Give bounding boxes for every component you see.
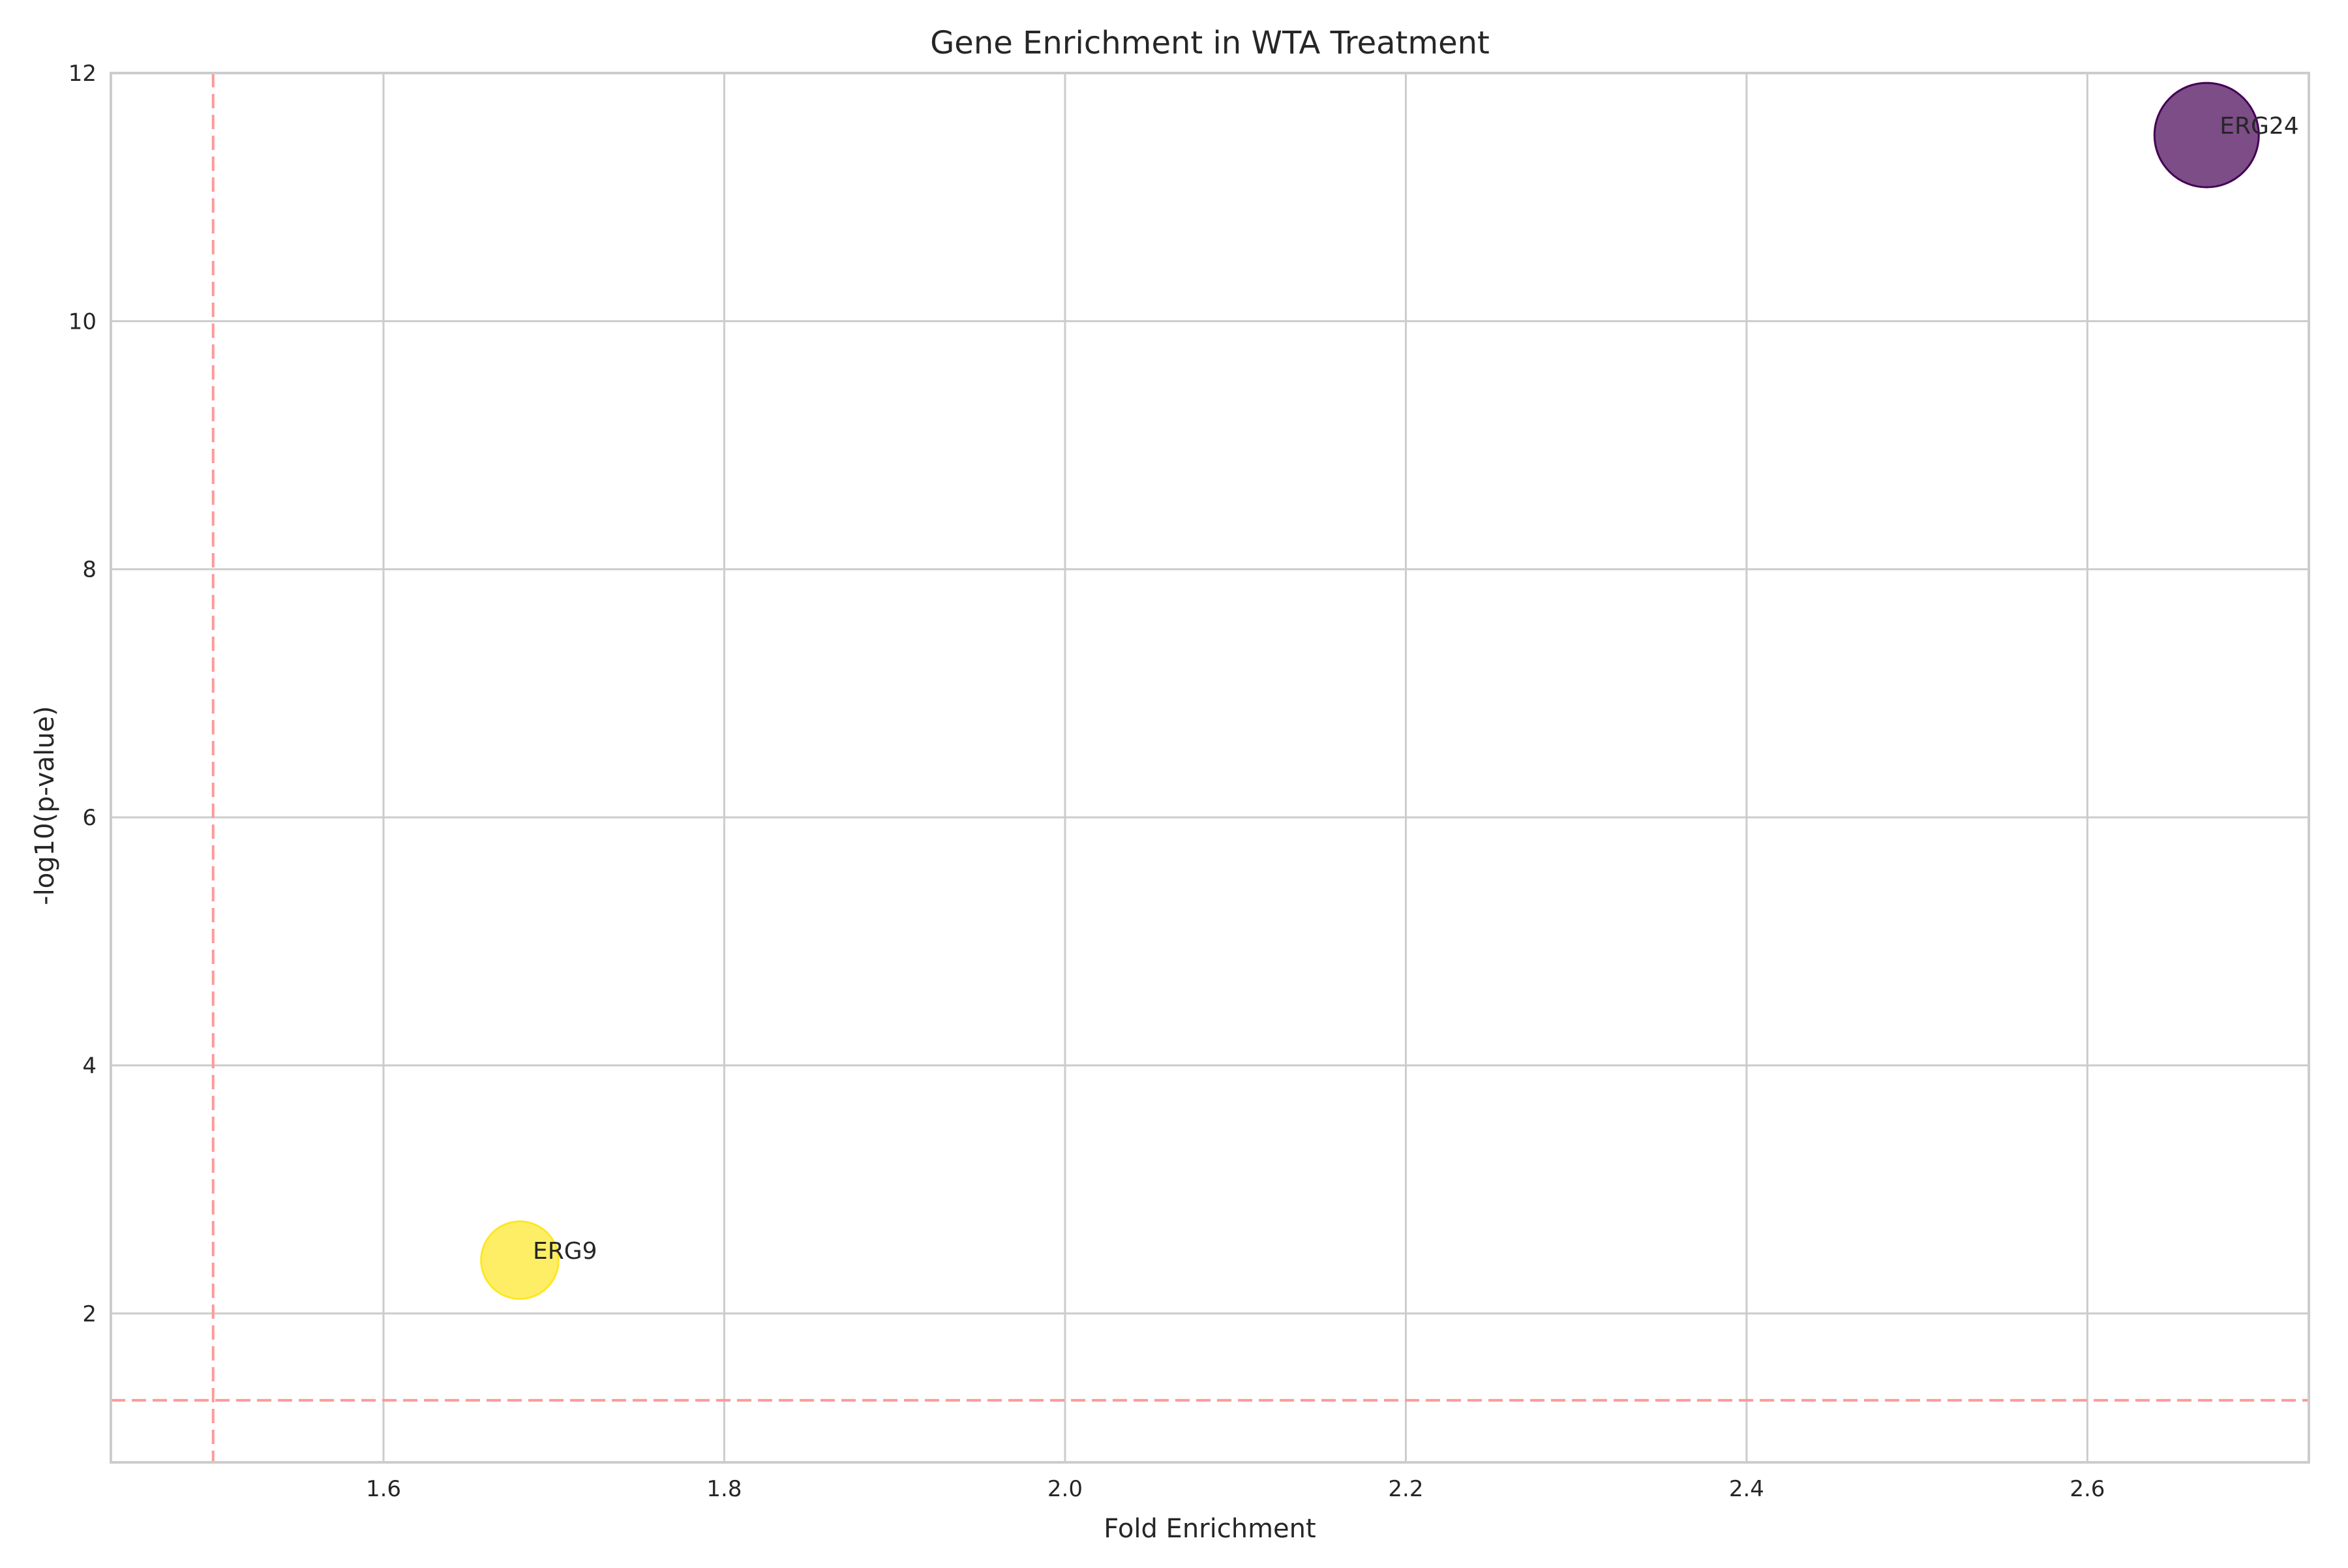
point-label: ERG24 — [2220, 113, 2298, 140]
x-axis-label: Fold Enrichment — [1104, 1514, 1316, 1544]
x-axis-ticks: 1.6 1.8 2.0 2.2 2.4 2.6 — [366, 1476, 2105, 1502]
y-axis-label: -log10(p-value) — [30, 706, 60, 905]
threshold-lines — [111, 73, 2309, 1462]
y-axis-ticks: 2 4 6 8 10 12 — [68, 61, 97, 1327]
x-tick-label: 1.6 — [366, 1476, 401, 1502]
y-tick-label: 6 — [82, 805, 97, 831]
plot-frame — [110, 72, 2310, 1464]
data-point — [480, 1220, 560, 1300]
x-tick-label: 2.0 — [1047, 1476, 1083, 1502]
y-tick-label: 2 — [82, 1301, 97, 1327]
x-tick-label: 2.2 — [1388, 1476, 1423, 1502]
x-tick-label: 1.8 — [706, 1476, 742, 1502]
x-tick-label: 2.4 — [1729, 1476, 1764, 1502]
y-tick-label: 4 — [82, 1053, 97, 1079]
y-tick-label: 10 — [68, 309, 97, 335]
grid — [111, 72, 2309, 1462]
data-points — [480, 82, 2260, 1300]
y-tick-label: 12 — [68, 61, 97, 87]
x-tick-label: 2.6 — [2070, 1476, 2105, 1502]
y-tick-label: 8 — [82, 557, 97, 583]
point-label: ERG9 — [533, 1238, 597, 1265]
chart-title: Gene Enrichment in WTA Treatment — [930, 25, 1490, 61]
point-labels: ERG24 ERG9 — [533, 113, 2299, 1265]
data-point — [2153, 82, 2260, 188]
